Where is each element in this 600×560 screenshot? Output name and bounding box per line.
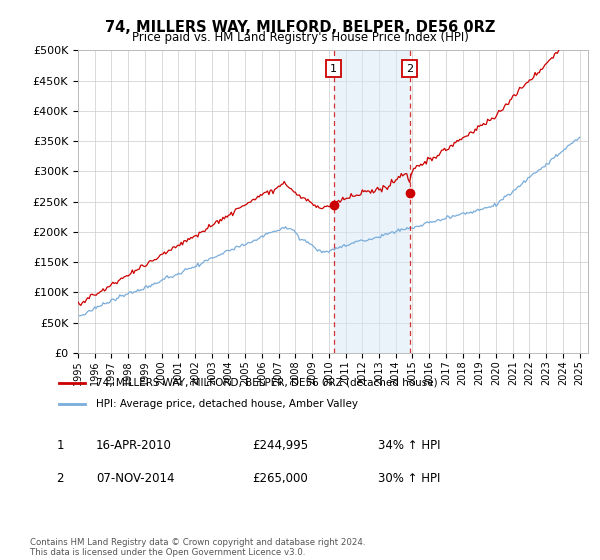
Text: 2: 2 [406, 63, 413, 73]
Text: 34% ↑ HPI: 34% ↑ HPI [378, 438, 440, 452]
Text: 2: 2 [56, 472, 64, 486]
Text: 30% ↑ HPI: 30% ↑ HPI [378, 472, 440, 486]
Text: 74, MILLERS WAY, MILFORD, BELPER, DE56 0RZ: 74, MILLERS WAY, MILFORD, BELPER, DE56 0… [105, 20, 495, 35]
Text: Contains HM Land Registry data © Crown copyright and database right 2024.
This d: Contains HM Land Registry data © Crown c… [30, 538, 365, 557]
Text: £244,995: £244,995 [252, 438, 308, 452]
Text: Price paid vs. HM Land Registry's House Price Index (HPI): Price paid vs. HM Land Registry's House … [131, 31, 469, 44]
Text: 16-APR-2010: 16-APR-2010 [96, 438, 172, 452]
Text: 1: 1 [330, 63, 337, 73]
Text: 1: 1 [56, 438, 64, 452]
Bar [334, 50, 410, 353]
Text: HPI: Average price, detached house, Amber Valley: HPI: Average price, detached house, Ambe… [96, 399, 358, 409]
Text: 74, MILLERS WAY, MILFORD, BELPER, DE56 0RZ (detached house): 74, MILLERS WAY, MILFORD, BELPER, DE56 0… [96, 378, 437, 388]
Text: £265,000: £265,000 [252, 472, 308, 486]
Text: 07-NOV-2014: 07-NOV-2014 [96, 472, 175, 486]
